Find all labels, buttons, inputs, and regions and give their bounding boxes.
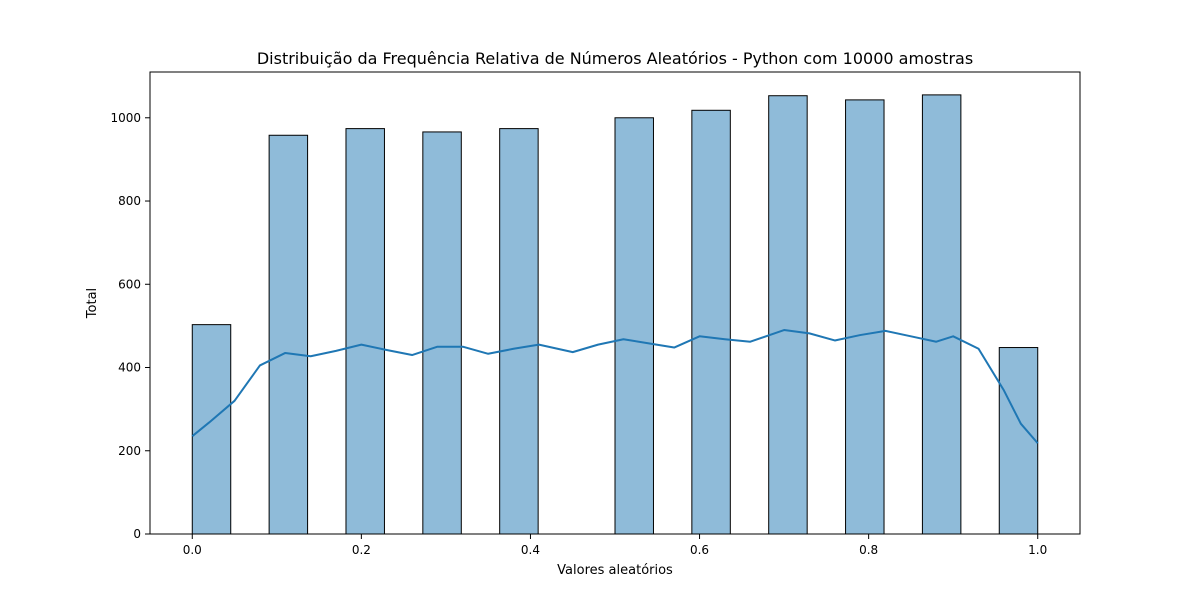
y-tick-label: 600 — [118, 277, 141, 291]
x-tick-label: 0.6 — [690, 543, 709, 557]
histogram-bar — [268, 134, 309, 535]
x-tick-label: 0.4 — [521, 543, 540, 557]
x-tick-label: 0.0 — [183, 543, 202, 557]
histogram-bar — [345, 128, 385, 535]
chart-title: Distribuição da Frequência Relativa de N… — [257, 49, 973, 68]
y-axis-ticks: 0 200 400 600 800 1000 — [110, 111, 150, 541]
plot-frame — [149, 71, 1081, 535]
bars-group — [191, 94, 1039, 535]
x-tick-label: 0.2 — [352, 543, 371, 557]
y-tick-label: 800 — [118, 194, 141, 208]
histogram-bar — [191, 324, 232, 535]
y-axis-label: Total — [85, 288, 100, 319]
y-tick-label: 1000 — [110, 111, 141, 125]
histogram-bar — [614, 117, 654, 535]
x-axis-ticks: 0.0 0.2 0.4 0.6 0.8 1.0 — [183, 534, 1047, 557]
histogram-bar — [768, 95, 808, 535]
histogram-bar — [691, 109, 731, 535]
kde-line — [191, 329, 1039, 444]
histogram-bar — [422, 131, 462, 535]
histogram-bar — [921, 94, 962, 535]
y-tick-label: 200 — [118, 444, 141, 458]
y-tick-label: 0 — [133, 527, 141, 541]
x-tick-label: 0.8 — [859, 543, 878, 557]
histogram-bar — [845, 99, 885, 535]
histogram-bar — [499, 128, 539, 535]
y-tick-label: 400 — [118, 361, 141, 375]
x-axis-label: Valores aleatórios — [557, 563, 673, 578]
histogram-bar — [998, 347, 1039, 535]
kde-group — [191, 329, 1039, 444]
x-tick-label: 1.0 — [1028, 543, 1047, 557]
